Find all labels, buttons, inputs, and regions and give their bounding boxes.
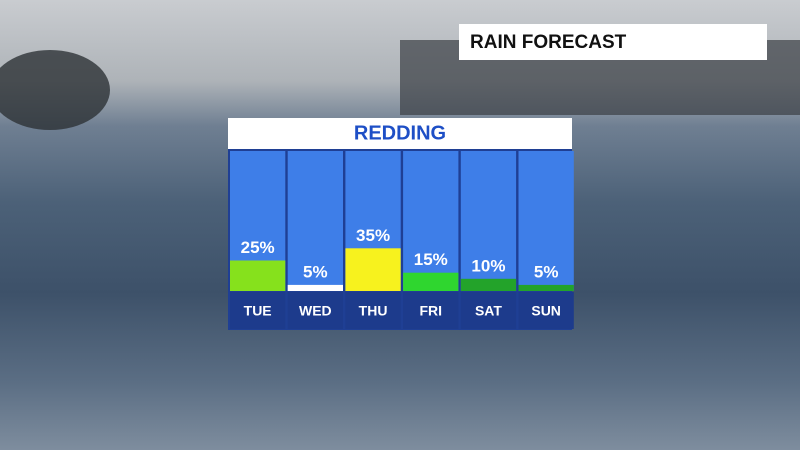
bar [460, 278, 517, 291]
value-label: 5% [534, 262, 559, 281]
day-label-box [230, 292, 286, 329]
bar [518, 284, 574, 291]
x-tick-label: WED [299, 303, 332, 319]
x-tick-label: TUE [244, 303, 272, 319]
bar [230, 260, 286, 291]
title-box [459, 24, 767, 60]
day-label-box [287, 292, 343, 329]
value-label: 25% [241, 238, 275, 257]
x-tick-label: SAT [475, 303, 502, 319]
x-tick-label: THU [359, 303, 388, 319]
chart-subtitle: REDDING [354, 122, 446, 144]
day-label-box [460, 292, 517, 329]
background-tree [0, 50, 110, 130]
bar [345, 248, 401, 291]
column-background [403, 151, 459, 291]
column-background [287, 151, 343, 291]
column-background [518, 151, 574, 291]
x-tick-label: FRI [419, 303, 442, 319]
header-box [228, 118, 572, 149]
x-tick-label: SUN [531, 303, 561, 319]
chart-title: RAIN FORECAST [470, 32, 627, 53]
value-label: 10% [471, 256, 505, 275]
day-label-box [518, 292, 574, 329]
bar [403, 272, 459, 291]
day-label-box [403, 292, 459, 329]
column-background [460, 151, 517, 291]
value-label: 15% [414, 250, 448, 269]
day-label-box [345, 292, 401, 329]
value-label: 5% [303, 262, 328, 281]
bar [287, 284, 343, 291]
value-label: 35% [356, 226, 390, 245]
